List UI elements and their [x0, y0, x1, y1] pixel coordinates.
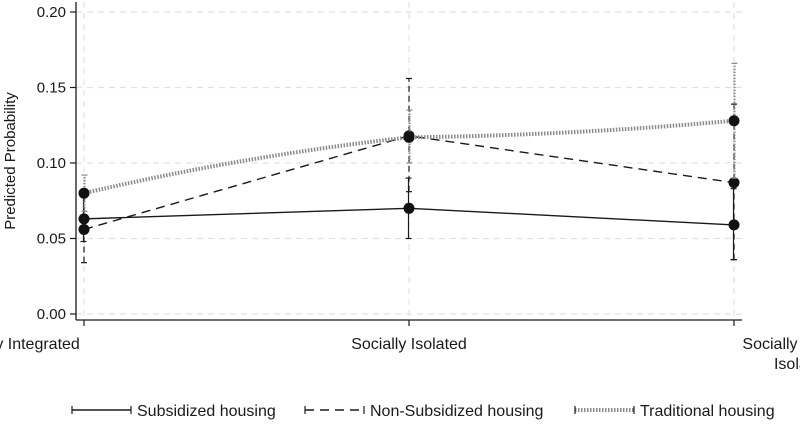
axis-labels: 0.00 0.05 0.10 0.15 0.20 Socially Integrated S… [0, 4, 800, 373]
data-point [78, 223, 90, 235]
data-point [403, 131, 415, 143]
data-point [728, 177, 740, 189]
series-line [83, 118, 735, 196]
x-tick-label: Socially Integrated [0, 336, 80, 353]
y-tick-label: 0.05 [37, 231, 66, 248]
axes [70, 2, 742, 326]
legend-item: Traditional housing [574, 403, 775, 420]
series-lines [78, 62, 740, 264]
x-tick-label: Socially severelyIsolated [742, 336, 800, 373]
legend-label: Traditional housing [640, 403, 775, 420]
y-tick-label: 0.00 [37, 306, 66, 323]
data-point [728, 115, 740, 127]
series-traditional-housing [78, 62, 740, 212]
legend: Subsidized housing Non-Subsidized housing… [71, 403, 775, 420]
x-tick-label: Socially Isolated [351, 336, 467, 353]
y-tick-label: 0.20 [37, 4, 66, 21]
legend-item: Non-Subsidized housing [304, 403, 543, 420]
data-point [78, 187, 90, 199]
y-tick-label: 0.15 [37, 80, 66, 97]
legend-label: Subsidized housing [137, 403, 276, 420]
data-point [403, 202, 415, 214]
legend-item: Subsidized housing [71, 403, 276, 420]
y-tick-label: 0.10 [37, 155, 66, 172]
legend-label: Non-Subsidized housing [370, 403, 543, 420]
y-axis-title: Predicted Probability [2, 92, 19, 230]
